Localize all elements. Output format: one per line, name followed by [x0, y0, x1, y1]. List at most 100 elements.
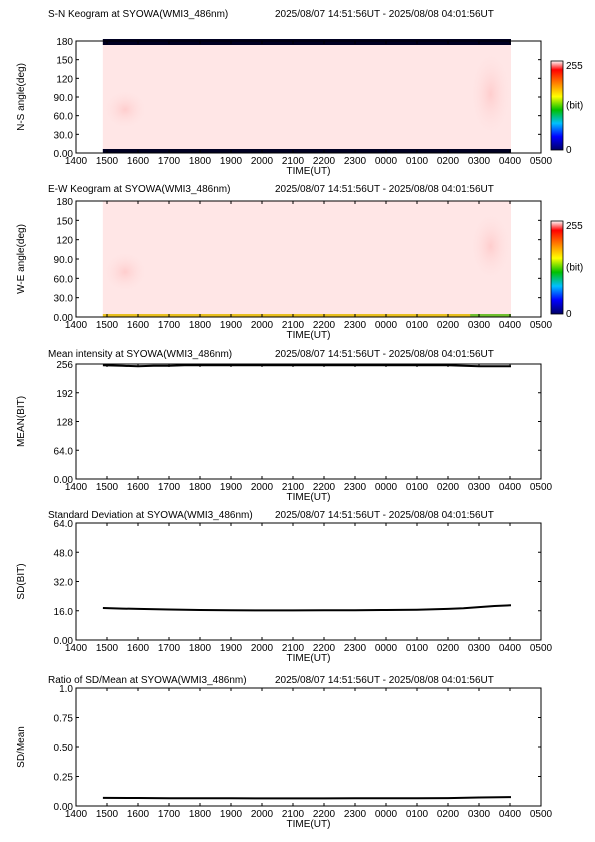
y-tick-label: 120: [56, 74, 73, 85]
x-tick-label: 0300: [468, 809, 491, 820]
y-tick-label: 0.00: [54, 313, 74, 324]
x-tick-label: 1400: [65, 809, 88, 820]
x-tick-label: 1600: [127, 809, 150, 820]
x-tick-label: 0100: [406, 156, 429, 167]
y-tick-label: 150: [56, 56, 73, 67]
plot-frame: [75, 687, 542, 807]
panel-title: S-N Keogram at SYOWA(WMI3_486nm): [48, 9, 228, 20]
x-tick-label: 0200: [437, 482, 460, 493]
aurora-brightening: [104, 252, 146, 292]
time-range-label: 2025/08/07 14:51:56UT - 2025/08/08 04:01…: [275, 184, 494, 195]
y-tick-label: 60.0: [54, 274, 74, 285]
x-tick-label: 2100: [282, 156, 305, 167]
y-tick-label: 0.00: [54, 149, 74, 160]
x-tick-label: 0100: [406, 643, 429, 654]
x-tick-label: 2000: [251, 482, 274, 493]
panel-1: S-N Keogram at SYOWA(WMI3_486nm) 2025/08/…: [16, 9, 583, 177]
y-tick-label: 48.0: [54, 548, 74, 559]
x-axis-label: TIME(UT): [287, 653, 331, 664]
x-tick-label: 2200: [313, 156, 336, 167]
x-tick-label: 1500: [96, 156, 119, 167]
x-tick-label: 2300: [344, 482, 367, 493]
x-tick-label: 1900: [220, 482, 243, 493]
y-axis-label: N-S angle(deg): [16, 63, 27, 131]
y-tick-label: 192: [56, 389, 73, 400]
x-tick-label: 0400: [499, 156, 522, 167]
x-tick-label: 1600: [127, 320, 150, 331]
x-tick-label: 1800: [189, 156, 212, 167]
colorbar-min-label: 0: [566, 309, 572, 320]
x-tick-label: 1400: [65, 482, 88, 493]
y-tick-label: 30.0: [54, 130, 74, 141]
x-tick-label: 0300: [468, 156, 491, 167]
x-tick-label: 0000: [375, 320, 398, 331]
x-tick-label: 0000: [375, 482, 398, 493]
x-tick-label: 1500: [96, 809, 119, 820]
x-tick-label: 1600: [127, 643, 150, 654]
x-tick-label: 0100: [406, 482, 429, 493]
x-tick-label: 0500: [530, 156, 553, 167]
x-tick-label: 1400: [65, 320, 88, 331]
x-tick-label: 0100: [406, 320, 429, 331]
y-tick-label: 64.0: [54, 519, 74, 530]
x-tick-label: 1400: [65, 156, 88, 167]
colorbar: [550, 60, 564, 151]
y-tick-label: 0.50: [54, 743, 74, 754]
series-line-1: [102, 364, 511, 368]
y-tick-label: 0.00: [54, 802, 74, 813]
y-tick-label: 150: [56, 216, 73, 227]
x-tick-label: 0500: [530, 809, 553, 820]
x-tick-label: 1700: [158, 643, 181, 654]
y-tick-label: 16.0: [54, 607, 74, 618]
x-axis-label: TIME(UT): [287, 166, 331, 177]
x-tick-label: 1700: [158, 156, 181, 167]
y-tick-label: 120: [56, 236, 73, 247]
series-line-1: [102, 604, 512, 612]
y-tick-label: 60.0: [54, 112, 74, 123]
plot-frame: [75, 363, 542, 480]
y-axis-label: W-E angle(deg): [16, 224, 27, 294]
time-range-label: 2025/08/07 14:51:56UT - 2025/08/08 04:01…: [275, 675, 494, 686]
x-tick-label: 1800: [189, 643, 212, 654]
x-tick-label: 0500: [530, 643, 553, 654]
series-line-1: [102, 796, 512, 800]
x-tick-label: 0300: [468, 643, 491, 654]
x-tick-label: 1700: [158, 482, 181, 493]
x-axis-label: TIME(UT): [287, 819, 331, 830]
x-tick-label: 0500: [530, 320, 553, 331]
x-tick-label: 2100: [282, 643, 305, 654]
x-tick-label: 2000: [251, 643, 274, 654]
x-tick-label: 2200: [313, 320, 336, 331]
x-tick-label: 2300: [344, 320, 367, 331]
plot-frame: [75, 522, 542, 641]
y-tick-label: 30.0: [54, 294, 74, 305]
y-tick-label: 32.0: [54, 578, 74, 589]
panel-4: Standard Deviation at SYOWA(WMI3_486nm) 2…: [16, 510, 553, 664]
x-tick-label: 2300: [344, 809, 367, 820]
x-tick-label: 1800: [189, 482, 212, 493]
x-tick-label: 1500: [96, 482, 119, 493]
x-tick-label: 2300: [344, 643, 367, 654]
y-tick-label: 90.0: [54, 255, 74, 266]
y-tick-label: 180: [56, 37, 73, 48]
x-tick-label: 2200: [313, 809, 336, 820]
x-tick-label: 0400: [499, 809, 522, 820]
x-tick-label: 0200: [437, 643, 460, 654]
y-tick-label: 0.75: [54, 714, 74, 725]
x-tick-label: 2000: [251, 156, 274, 167]
x-tick-label: 1800: [189, 320, 212, 331]
x-tick-label: 2100: [282, 482, 305, 493]
x-tick-label: 1700: [158, 809, 181, 820]
keogram-image: [102, 41, 511, 153]
keogram-bottom-band: [102, 149, 511, 153]
colorbar-max-label: 255: [566, 221, 583, 232]
colorbar-unit-label: (bit): [566, 263, 583, 274]
y-axis-label: SD(BIT): [16, 563, 27, 599]
x-tick-label: 2000: [251, 809, 274, 820]
x-tick-label: 1900: [220, 156, 243, 167]
aurora-brightening: [104, 90, 146, 129]
x-tick-label: 1900: [220, 809, 243, 820]
x-tick-label: 1900: [220, 320, 243, 331]
x-tick-label: 1600: [127, 482, 150, 493]
